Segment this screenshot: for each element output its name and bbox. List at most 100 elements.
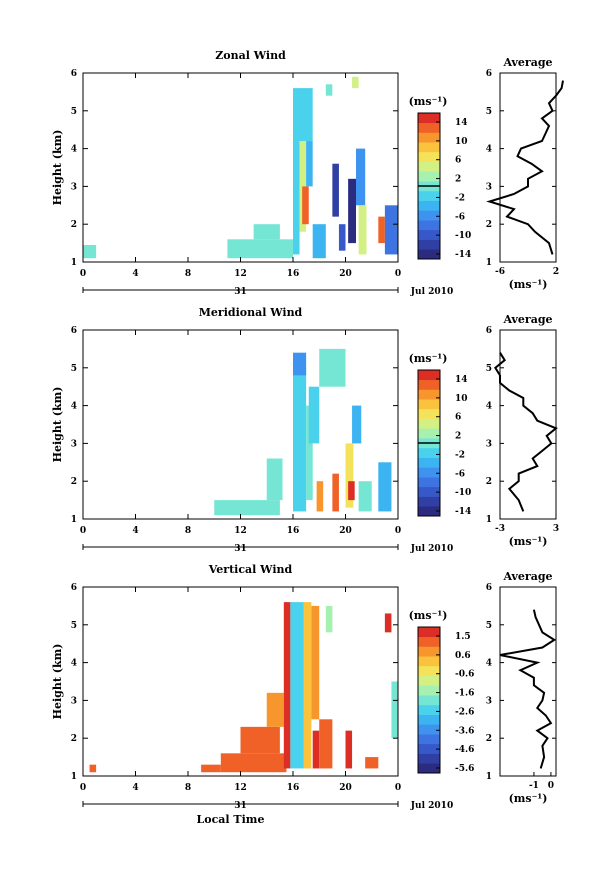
- x-tick-label: 8: [185, 269, 191, 279]
- average-x-tick-label: 2: [553, 267, 559, 277]
- y-tick-label: 5: [71, 364, 77, 374]
- heatmap-cell: [348, 481, 355, 501]
- y-tick-label: 6: [71, 583, 77, 593]
- average-profile-line: [499, 609, 557, 769]
- x-tick-label: 0: [395, 269, 401, 279]
- colorbar-swatch: [418, 239, 440, 250]
- heatmap-cell: [240, 726, 280, 754]
- average-y-tick-label: 5: [486, 621, 492, 631]
- date-label: Jul 2010: [410, 287, 453, 297]
- heatmap-cell: [293, 110, 300, 255]
- y-tick-label: 4: [71, 402, 77, 412]
- x-tick-label: 16: [287, 783, 300, 793]
- average-x-label: (ms⁻¹): [509, 278, 548, 291]
- colorbar-unit: (ms⁻¹): [409, 352, 448, 365]
- heatmap-cell: [378, 462, 392, 512]
- colorbar-swatch: [418, 506, 440, 517]
- colorbar-swatch: [418, 656, 440, 667]
- y-tick-label: 2: [71, 477, 77, 487]
- average-x-tick-label: 3: [553, 524, 559, 534]
- panel-3: [82, 586, 557, 807]
- x-tick-label: 4: [132, 783, 138, 793]
- colorbar-swatch: [418, 675, 440, 686]
- heatmap-cell: [201, 764, 221, 773]
- heatmap-cell: [325, 84, 333, 96]
- heatmap-cell: [227, 239, 293, 259]
- y-tick-label: 6: [71, 326, 77, 336]
- average-x-label: (ms⁻¹): [509, 535, 548, 548]
- x-tick-label: 16: [287, 526, 300, 536]
- colorbar-swatch: [418, 249, 440, 260]
- colorbar-swatch: [418, 704, 440, 715]
- colorbar-swatch: [418, 171, 440, 182]
- colorbar-swatch: [418, 743, 440, 754]
- y-tick-label: 1: [71, 258, 77, 268]
- heatmap-cell: [352, 405, 362, 444]
- average-y-tick-label: 4: [486, 145, 492, 155]
- colorbar-unit: (ms⁻¹): [409, 609, 448, 622]
- heatmap-cell: [253, 224, 280, 240]
- colorbar-swatch: [418, 457, 440, 468]
- average-y-tick-label: 1: [486, 515, 492, 525]
- average-title: Average: [502, 56, 552, 69]
- panel-2: [82, 329, 558, 550]
- x-tick-label: 20: [339, 526, 352, 536]
- heatmap-cell: [311, 605, 320, 720]
- colorbar-swatch: [418, 370, 440, 381]
- average-y-tick-label: 3: [486, 182, 492, 192]
- colorbar-swatch: [418, 636, 440, 647]
- date-label: Jul 2010: [410, 801, 453, 811]
- colorbar-swatch: [418, 200, 440, 211]
- y-tick-label: 3: [71, 182, 77, 192]
- average-y-tick-label: 5: [486, 107, 492, 117]
- colorbar-tick-label: -14: [455, 507, 471, 517]
- heatmap-cell: [299, 129, 307, 232]
- heatmap-cell: [384, 205, 398, 255]
- colorbar-tick-label: -3.6: [455, 726, 474, 736]
- x-tick-label: 4: [132, 269, 138, 279]
- heatmap-cell: [293, 88, 313, 142]
- y-tick-label: 5: [71, 621, 77, 631]
- average-frame: [499, 329, 557, 520]
- colorbar-swatch: [418, 467, 440, 478]
- x-tick-label: 20: [339, 783, 352, 793]
- average-y-tick-label: 6: [486, 583, 492, 593]
- y-tick-label: 2: [71, 734, 77, 744]
- colorbar-tick-label: -10: [455, 231, 471, 241]
- heatmap-cell: [266, 458, 283, 501]
- colorbar-swatch: [418, 695, 440, 706]
- colorbar-tick-label: 6: [455, 156, 461, 166]
- heatmap-cell: [319, 348, 346, 387]
- y-tick-label: 6: [71, 69, 77, 79]
- x-tick-label: 4: [132, 526, 138, 536]
- colorbar-swatch: [418, 428, 440, 439]
- colorbar-tick-label: 14: [455, 375, 468, 385]
- colorbar-tick-label: 10: [455, 394, 468, 404]
- colorbar-tick-label: -10: [455, 488, 471, 498]
- colorbar-tick-label: -1.6: [455, 689, 474, 699]
- colorbar-tick-label: -6: [455, 469, 465, 479]
- heatmap-cell: [358, 205, 367, 255]
- heatmap-cell: [283, 602, 291, 769]
- heatmap-cell: [391, 681, 398, 739]
- average-y-tick-label: 5: [486, 364, 492, 374]
- colorbar-tick-label: -6: [455, 212, 465, 222]
- heatmap-cell: [316, 481, 324, 512]
- heatmap-cell: [384, 613, 392, 633]
- colorbar-swatch: [418, 142, 440, 153]
- heatmap-cell: [365, 757, 379, 769]
- average-x-tick-label: 0: [548, 781, 554, 791]
- x-tick-label: 0: [80, 526, 86, 536]
- average-y-tick-label: 2: [486, 734, 492, 744]
- average-y-tick-label: 2: [486, 220, 492, 230]
- colorbar-swatch: [418, 714, 440, 725]
- average-y-tick-label: 2: [486, 477, 492, 487]
- colorbar-swatch: [418, 496, 440, 507]
- heatmap-cell: [348, 178, 356, 244]
- average-y-tick-label: 3: [486, 696, 492, 706]
- heatmap-cell: [293, 352, 307, 376]
- colorbar-tick-label: 10: [455, 137, 468, 147]
- colorbar-swatch: [418, 229, 440, 240]
- average-profile-line: [486, 80, 564, 255]
